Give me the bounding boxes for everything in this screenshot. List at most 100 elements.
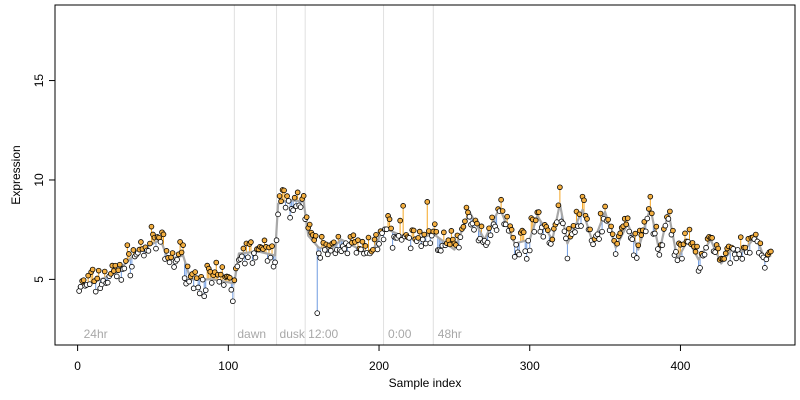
period-label: 48hr xyxy=(438,327,462,341)
data-point xyxy=(297,204,304,210)
data-point xyxy=(652,230,658,237)
data-point xyxy=(441,229,447,236)
data-point xyxy=(239,253,245,260)
data-point xyxy=(386,216,393,223)
data-point xyxy=(112,262,119,269)
data-point xyxy=(415,235,422,241)
data-point xyxy=(549,236,556,243)
data-point xyxy=(95,267,102,274)
data-point xyxy=(350,232,357,239)
data-point xyxy=(560,220,566,227)
data-point xyxy=(199,276,206,283)
data-point xyxy=(359,238,366,245)
data-point xyxy=(192,269,198,275)
data-point xyxy=(371,236,378,243)
data-point xyxy=(370,246,376,253)
data-point xyxy=(516,251,522,258)
data-point xyxy=(632,230,639,237)
data-point xyxy=(545,227,551,234)
data-point xyxy=(245,254,251,261)
data-point xyxy=(474,220,480,227)
x-tick-label: 0 xyxy=(74,359,81,373)
data-point xyxy=(365,234,372,241)
data-point xyxy=(321,247,328,253)
data-point xyxy=(746,249,753,256)
data-point xyxy=(737,234,744,240)
data-point xyxy=(178,249,185,256)
data-point xyxy=(261,237,268,244)
data-point xyxy=(395,233,402,239)
data-point xyxy=(281,187,287,194)
data-point xyxy=(171,264,177,270)
data-point xyxy=(331,239,337,246)
period-label: 0:00 xyxy=(388,327,412,341)
data-point xyxy=(419,236,426,243)
data-point xyxy=(101,268,108,275)
data-point xyxy=(471,226,477,233)
data-point xyxy=(130,247,137,253)
data-point xyxy=(576,211,583,218)
data-point xyxy=(89,266,96,273)
data-point xyxy=(163,248,170,254)
period-label: 12:00 xyxy=(308,327,338,341)
data-point xyxy=(667,208,673,215)
y-tick-label: 15 xyxy=(32,74,46,88)
data-point xyxy=(460,223,467,230)
data-point xyxy=(594,231,601,238)
data-point xyxy=(228,286,235,293)
data-point xyxy=(220,282,227,288)
data-point xyxy=(614,240,620,247)
data-point xyxy=(216,278,223,285)
data-point xyxy=(227,274,233,281)
data-point xyxy=(157,239,164,245)
data-point xyxy=(466,213,473,220)
data-point xyxy=(202,287,209,294)
data-point xyxy=(284,193,290,199)
data-point xyxy=(181,275,188,281)
data-point xyxy=(523,256,530,262)
data-point xyxy=(599,228,605,235)
data-point xyxy=(341,246,348,252)
data-point xyxy=(612,251,619,257)
data-point xyxy=(398,237,405,243)
data-point xyxy=(655,246,661,252)
data-point xyxy=(502,221,509,228)
data-point xyxy=(597,210,604,217)
data-point xyxy=(697,265,703,271)
data-point xyxy=(124,242,131,248)
data-point xyxy=(92,288,99,295)
data-point xyxy=(642,228,649,235)
data-point xyxy=(358,246,364,253)
data-point xyxy=(722,250,729,257)
data-point xyxy=(709,235,715,241)
y-axis-label: Expression xyxy=(9,145,23,204)
x-axis-label: Sample index xyxy=(389,376,462,390)
data-point xyxy=(462,218,468,225)
data-point xyxy=(193,275,200,281)
data-points xyxy=(76,184,774,316)
data-point xyxy=(388,225,394,232)
data-point xyxy=(180,242,186,248)
data-point xyxy=(590,241,596,248)
data-point xyxy=(249,260,256,266)
data-point xyxy=(554,219,560,225)
data-point xyxy=(463,204,470,211)
data-point xyxy=(94,275,100,282)
data-point xyxy=(686,226,693,233)
data-point xyxy=(647,193,654,200)
data-point xyxy=(525,237,532,244)
data-point xyxy=(195,284,201,291)
data-point xyxy=(563,235,569,242)
data-point xyxy=(201,293,208,300)
data-point xyxy=(721,256,727,262)
data-point xyxy=(300,193,307,199)
data-point xyxy=(113,273,120,280)
x-tick-label: 400 xyxy=(670,359,690,373)
data-point xyxy=(504,213,510,220)
data-point xyxy=(115,267,122,274)
data-point xyxy=(141,252,147,259)
data-point xyxy=(123,258,129,264)
data-point xyxy=(376,241,382,247)
x-axis: 0 100 200 300 400 xyxy=(74,345,691,373)
data-point xyxy=(355,237,361,243)
